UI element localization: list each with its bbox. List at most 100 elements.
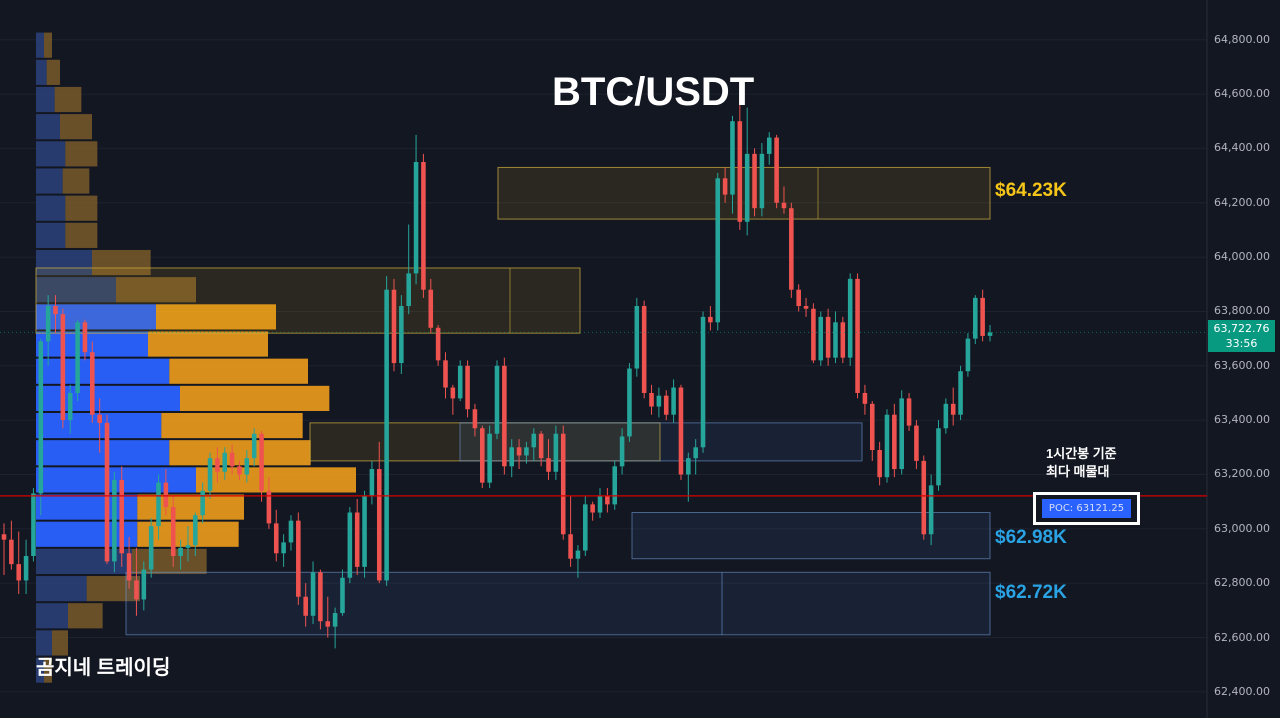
candle-body [803,306,809,309]
volume-profile-sell-bar [46,59,60,85]
candle-body [634,306,640,369]
candle-body [855,278,860,393]
candle-body [376,469,382,581]
candle-body [288,520,294,543]
candle-body [332,613,338,627]
candle-body [892,414,897,470]
candle-body [82,322,88,353]
volume-profile-sell-bar [65,141,98,167]
volume-profile-sell-bar [44,657,52,683]
candle-body [45,306,51,342]
volume-profile-sell-bar [137,494,244,520]
candle-body [207,458,213,491]
candle-body [590,504,595,513]
candle-body [362,496,367,567]
candle-body [789,208,794,290]
candle-body [472,409,478,429]
volume-profile-buy-bar [36,657,44,683]
candle-body [38,341,44,494]
candle-body [97,414,102,423]
candle-body [671,387,676,415]
volume-profile-sell-bar [65,222,98,248]
candle-body [686,458,691,475]
candle-body [825,316,831,358]
candle-body [980,297,985,336]
candle-body [104,422,110,562]
candle-body [560,433,566,535]
candle-countdown: 33:56 [1225,337,1258,350]
candle-body [538,433,544,459]
y-tick-label: 62,400.00 [1214,684,1270,698]
candle-body [347,512,353,578]
candle-body [568,534,573,559]
candle-body [965,338,971,372]
candle-body [708,316,713,323]
demand-zone [631,512,991,560]
poc-annotation: 1시간봉 기준 최다 매물대 [1046,445,1117,481]
candle-body [369,469,375,497]
volume-profile-sell-bar [92,249,151,276]
candle-body [818,316,824,361]
candle-body [752,153,757,209]
volume-profile-buy-bar [36,358,170,384]
candle-body [391,289,397,364]
candle-body [575,550,581,559]
zone-label-lower: $62.72K [995,582,1067,603]
candle-body [722,178,728,195]
candle-body [1,534,7,540]
volume-profile-buy-bar [36,277,116,303]
candle-body [443,360,448,388]
candle-body [67,392,73,421]
y-tick-label: 64,600.00 [1214,87,1270,101]
candle-body [9,539,14,565]
candle-body [744,153,750,222]
candle-body [457,365,463,399]
candle-body [310,572,316,616]
y-tick-label: 64,800.00 [1214,32,1270,46]
candle-body [516,447,522,456]
chart-title: BTC/USDT [552,70,755,114]
volume-profile-sell-bar [44,32,52,58]
volume-profile-sell-bar [62,168,90,194]
volume-profile-buy-bar [36,222,66,248]
candle-body [487,433,492,483]
candle-body [847,278,853,358]
candle-body [296,520,301,597]
candle-body [237,466,242,475]
candle-body [663,395,669,415]
volume-profile-buy-bar [36,195,66,221]
candle-body [156,482,161,527]
candle-body [450,387,456,399]
candle-body [31,493,36,556]
candle-body [921,460,927,535]
candle-body [693,447,698,459]
candle-body [325,621,331,627]
price-zones [35,166,991,636]
volume-profile-sell-bar [196,467,356,493]
volume-profile-sell-bar [169,358,308,384]
candle-body [950,403,956,415]
watermark-text: 곰지네 트레이딩 [36,657,171,679]
candle-body [222,452,228,472]
volume-profile-buy-bar [36,86,55,113]
candle-body [678,387,684,475]
candle-body [862,392,868,404]
candle-body [781,202,787,209]
volume-profile-sell-bar [116,277,196,303]
candle-body [435,327,441,361]
candle-body [583,504,588,551]
candle-body [134,580,139,600]
candle-body [649,392,654,407]
candle-body [23,555,29,581]
volume-profile-sell-bar [169,440,311,466]
candle-body [406,273,411,307]
candle-body [303,596,308,616]
volume-profile-buy-bar [36,114,60,140]
volume-profile-buy-bar [36,59,47,85]
volume-profile-buy-bar [36,32,44,58]
candle-body [465,365,470,410]
candle-body [229,452,235,467]
candle-body [178,547,183,556]
candle-body [759,153,765,209]
